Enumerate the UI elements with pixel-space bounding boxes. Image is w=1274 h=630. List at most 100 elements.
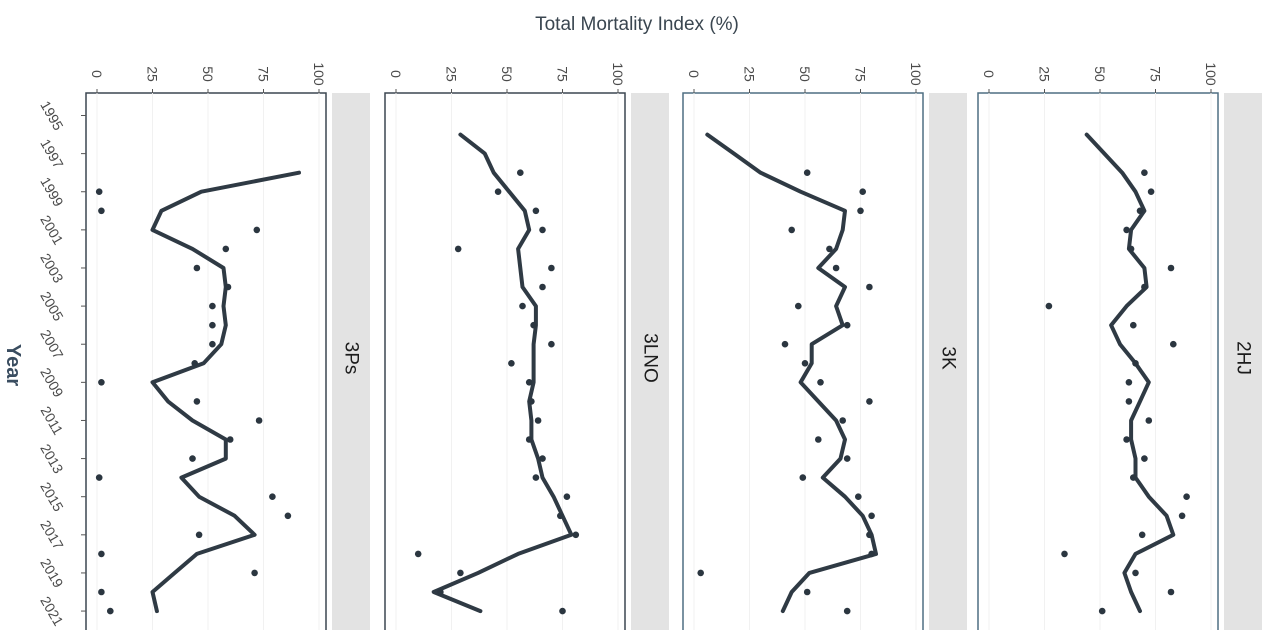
data-point <box>1132 360 1139 367</box>
data-point <box>1045 302 1053 310</box>
data-point <box>98 588 105 596</box>
data-point <box>803 588 811 596</box>
data-point <box>95 474 103 481</box>
data-point <box>868 512 875 520</box>
data-point <box>866 283 873 291</box>
data-point <box>1138 531 1146 539</box>
data-point <box>548 340 555 348</box>
value-tick-label: 75 <box>1148 66 1164 82</box>
data-point <box>253 226 261 234</box>
value-tick-label: 25 <box>742 66 758 82</box>
data-point <box>508 360 515 367</box>
data-point <box>826 245 833 253</box>
facet-strip-3ps <box>332 93 370 630</box>
data-point <box>559 607 566 615</box>
data-point <box>1141 455 1148 462</box>
data-point <box>98 207 105 215</box>
value-tick-label: 100 <box>311 62 327 86</box>
data-point <box>1147 188 1155 195</box>
data-point <box>868 550 875 558</box>
data-point <box>534 417 542 424</box>
data-point <box>539 226 546 234</box>
facet-label-3ps: 3Ps <box>341 342 362 375</box>
data-point <box>195 531 203 539</box>
data-point <box>855 493 862 501</box>
data-point <box>839 417 846 424</box>
data-point <box>781 340 789 348</box>
value-tick-label: 75 <box>555 66 571 82</box>
data-point <box>1141 283 1148 291</box>
data-point <box>1183 493 1190 501</box>
data-point <box>98 379 105 386</box>
year-tick-label: 2021 <box>37 594 67 629</box>
data-point <box>1170 340 1177 348</box>
data-point <box>191 360 198 367</box>
data-point <box>1127 245 1135 253</box>
data-point <box>98 550 105 558</box>
year-tick-label: 2013 <box>37 441 67 476</box>
data-point <box>859 188 866 195</box>
year-tick-label: 1997 <box>37 136 67 171</box>
data-point <box>1061 550 1068 558</box>
data-point <box>209 302 216 310</box>
data-point <box>494 188 502 195</box>
facet-label-3k: 3K <box>938 346 959 370</box>
data-point <box>1132 569 1139 577</box>
data-point <box>457 569 464 577</box>
data-point <box>532 474 540 481</box>
value-tick-label: 100 <box>908 62 924 86</box>
data-point <box>539 455 546 462</box>
data-point <box>226 436 234 443</box>
value-tick-label: 75 <box>256 66 272 82</box>
data-point <box>1098 607 1106 615</box>
data-point <box>866 398 873 405</box>
data-point <box>1123 436 1130 443</box>
value-tick-label: 0 <box>388 70 404 78</box>
value-tick-label: 0 <box>89 70 105 78</box>
data-point <box>454 245 462 253</box>
value-tick-label: 50 <box>1092 66 1108 82</box>
value-tick-label: 25 <box>1037 66 1053 82</box>
data-point <box>548 264 555 272</box>
data-point <box>519 302 526 310</box>
year-tick-label: 2001 <box>37 212 67 247</box>
data-point <box>251 569 258 577</box>
year-tick-label: 2007 <box>37 327 67 362</box>
value-tick-label: 0 <box>981 70 997 78</box>
value-tick-label: 100 <box>610 62 626 86</box>
data-point <box>525 436 533 443</box>
data-point <box>1145 417 1153 424</box>
data-point <box>539 283 546 291</box>
facet-strip-2hj <box>1224 93 1262 630</box>
value-tick-label: 25 <box>444 66 460 82</box>
data-point <box>799 474 807 481</box>
data-point <box>843 321 851 329</box>
data-point <box>193 264 201 272</box>
data-point <box>843 455 851 462</box>
value-tick-label: 0 <box>686 70 702 78</box>
data-point <box>1167 264 1175 272</box>
series-line-2hj <box>1084 132 1176 614</box>
data-point <box>284 512 292 520</box>
data-point <box>224 283 232 291</box>
data-point <box>795 302 802 310</box>
value-tick-label: 50 <box>200 66 216 82</box>
data-point <box>801 360 809 367</box>
data-point <box>209 340 216 348</box>
facet-label-2hj: 2HJ <box>1233 341 1254 375</box>
year-tick-label: 2017 <box>37 517 67 552</box>
panel-3lno <box>384 92 626 630</box>
data-point <box>1130 321 1137 329</box>
facet-strip-3k <box>929 93 967 630</box>
data-point <box>528 398 535 405</box>
facet-strip-3lno <box>631 93 669 630</box>
data-point <box>1125 379 1133 386</box>
data-point <box>832 264 840 272</box>
value-tick-label: 25 <box>145 66 161 82</box>
value-tick-label: 100 <box>1203 62 1219 86</box>
data-point <box>95 188 103 195</box>
year-tick-label: 2015 <box>37 479 67 514</box>
data-point <box>189 455 196 462</box>
facet-label-3lno: 3LNO <box>640 333 661 383</box>
data-point <box>532 207 540 215</box>
